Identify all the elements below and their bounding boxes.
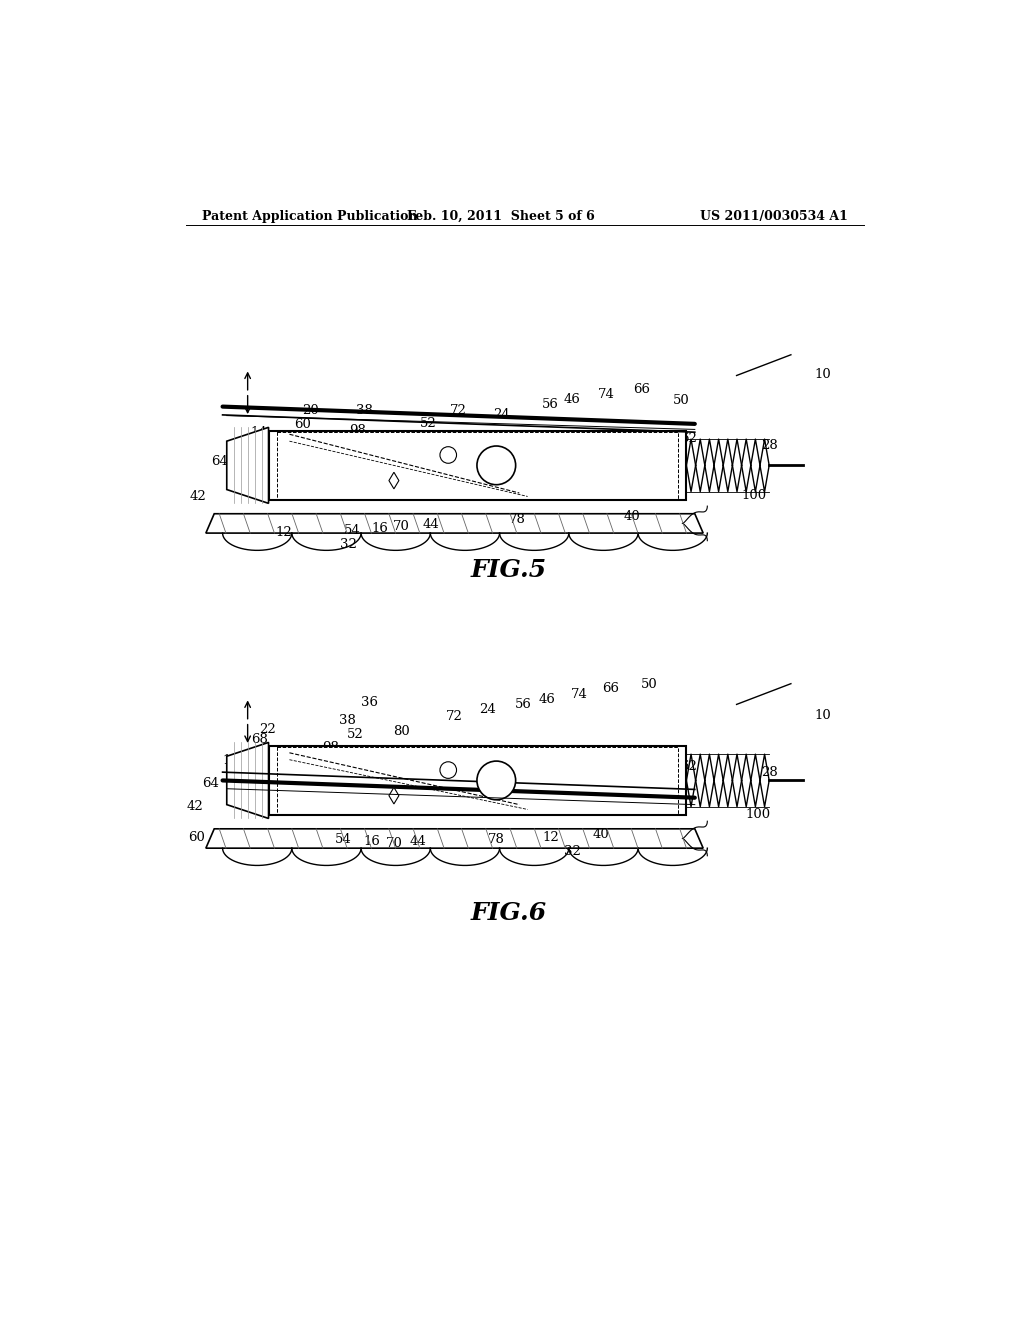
Text: 46: 46: [539, 693, 555, 706]
Circle shape: [477, 762, 516, 800]
Text: 70: 70: [386, 837, 403, 850]
Text: 80: 80: [393, 725, 411, 738]
Text: 32: 32: [564, 845, 582, 858]
Text: 62: 62: [680, 433, 697, 445]
Text: 60: 60: [188, 830, 205, 843]
Text: 68: 68: [252, 734, 268, 746]
Text: 80: 80: [414, 440, 431, 453]
Polygon shape: [226, 428, 268, 503]
Text: 72: 72: [446, 710, 463, 723]
Text: Patent Application Publication: Patent Application Publication: [202, 210, 417, 223]
Text: 40: 40: [624, 510, 640, 523]
Text: 28: 28: [761, 766, 777, 779]
Text: 52: 52: [420, 417, 437, 430]
Text: 14: 14: [251, 426, 267, 440]
Text: 46: 46: [563, 393, 581, 405]
Polygon shape: [206, 513, 703, 533]
Text: 16: 16: [364, 836, 380, 847]
Text: 56: 56: [515, 698, 531, 710]
Text: 42: 42: [186, 800, 204, 813]
Text: 60: 60: [294, 418, 311, 432]
Text: 64: 64: [211, 455, 228, 467]
Bar: [276, 747, 678, 813]
Text: 100: 100: [745, 808, 771, 821]
Text: 54: 54: [335, 833, 352, 846]
Text: 44: 44: [423, 517, 439, 531]
Polygon shape: [389, 787, 399, 804]
Text: 72: 72: [451, 404, 467, 417]
Text: 20: 20: [302, 404, 318, 417]
Text: 78: 78: [488, 833, 505, 846]
Text: 22: 22: [259, 723, 276, 737]
Bar: [268, 430, 686, 500]
Text: 64: 64: [202, 777, 219, 789]
Text: 56: 56: [542, 397, 558, 411]
Text: 98: 98: [323, 742, 339, 755]
Text: 24: 24: [493, 408, 510, 421]
Text: 28: 28: [761, 438, 777, 451]
Text: 38: 38: [355, 404, 373, 417]
Text: 38: 38: [339, 714, 355, 727]
Polygon shape: [206, 829, 703, 849]
Text: 44: 44: [410, 836, 426, 847]
Text: 10: 10: [814, 368, 831, 381]
Text: 50: 50: [673, 393, 689, 407]
Bar: [268, 746, 686, 814]
Text: 100: 100: [741, 490, 767, 503]
Text: 62: 62: [680, 760, 697, 772]
Text: 78: 78: [509, 512, 526, 525]
Text: 42: 42: [190, 490, 207, 503]
Text: 54: 54: [344, 524, 360, 537]
Text: 52: 52: [347, 729, 364, 742]
Text: 12: 12: [275, 525, 292, 539]
Circle shape: [477, 446, 516, 484]
Circle shape: [440, 762, 457, 779]
Text: 24: 24: [479, 702, 496, 715]
Text: 98: 98: [349, 424, 366, 437]
Text: 36: 36: [361, 696, 378, 709]
Text: 74: 74: [598, 388, 615, 401]
Text: 40: 40: [593, 828, 609, 841]
Text: 14: 14: [222, 754, 239, 767]
Polygon shape: [389, 473, 399, 488]
Text: 70: 70: [392, 520, 410, 533]
Polygon shape: [226, 742, 268, 818]
Circle shape: [440, 446, 457, 463]
Text: 68: 68: [225, 440, 243, 453]
Text: 50: 50: [641, 678, 657, 692]
Text: 66: 66: [602, 682, 620, 696]
Text: US 2011/0030534 A1: US 2011/0030534 A1: [700, 210, 848, 223]
Text: FIG.6: FIG.6: [471, 900, 547, 924]
Text: 32: 32: [340, 539, 356, 552]
Text: 12: 12: [543, 830, 559, 843]
Text: FIG.5: FIG.5: [471, 558, 547, 582]
Text: Feb. 10, 2011  Sheet 5 of 6: Feb. 10, 2011 Sheet 5 of 6: [408, 210, 595, 223]
Text: 36: 36: [258, 475, 275, 488]
Bar: [276, 432, 678, 499]
Text: 10: 10: [814, 709, 831, 722]
Text: 74: 74: [570, 688, 588, 701]
Text: 66: 66: [633, 383, 650, 396]
Text: 16: 16: [372, 521, 388, 535]
